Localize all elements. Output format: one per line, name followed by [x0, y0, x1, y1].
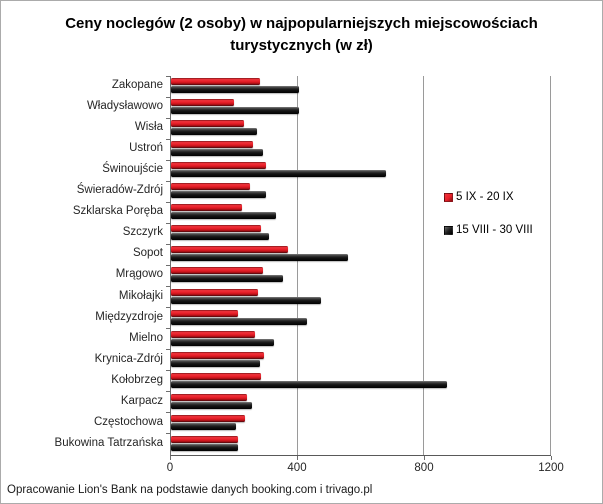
chart-row: Karpacz [121, 391, 551, 413]
bar-september [171, 288, 259, 296]
gridline-1200 [550, 76, 551, 455]
category-label: Częstochowa [93, 415, 163, 428]
chart-row: Kołobrzeg [111, 370, 551, 392]
category-label: Zakopane [111, 78, 163, 91]
category-label: Świeradów-Zdrój [76, 184, 163, 197]
x-axis-label: 0 [166, 462, 174, 474]
bar-september [171, 120, 244, 128]
category-label: Bukowina Tatrzańska [54, 436, 163, 449]
bar-september [171, 309, 238, 317]
bar-august [171, 86, 300, 93]
bar-august [171, 233, 270, 241]
category-label: Krynica-Zdrój [94, 352, 163, 365]
bar-september [171, 162, 266, 170]
plot-area: Zakopane Władysławowo Wisła Ustroń Świnoujśc… [55, 75, 551, 456]
chart-row: Sopot [133, 243, 551, 265]
x-axis-tick [551, 456, 552, 460]
bar-august [171, 443, 238, 451]
chart-row: Szklarska Poręba [73, 201, 551, 223]
category-label: Kołobrzeg [111, 373, 163, 386]
x-axis-tick [170, 456, 171, 460]
x-axis-label: 800 [414, 462, 434, 474]
bar-september [171, 225, 262, 233]
x-axis-label: 1200 [538, 462, 564, 474]
bar-september [171, 351, 265, 359]
chart-rows: Zakopane Władysławowo Wisła Ustroń Świnoujśc… [55, 75, 551, 455]
category-label: Świnoujście [102, 162, 163, 175]
chart-row: Mrągowo [116, 264, 551, 286]
bar-august [171, 107, 300, 115]
bar-august [171, 212, 276, 220]
bar-september [171, 183, 251, 191]
chart-row: Zakopane [112, 75, 551, 97]
bar-august [171, 422, 236, 430]
bar-september [171, 393, 247, 401]
source-note: Opracowanie Lion's Bank na podstawie dan… [7, 484, 373, 496]
x-axis-tick [297, 456, 298, 460]
bar-september [171, 141, 254, 149]
bar-august [171, 128, 257, 136]
category-label: Szklarska Poręba [72, 205, 163, 218]
bar-august [171, 359, 260, 367]
x-axis-tick [424, 456, 425, 460]
chart-row: Krynica-Zdrój [95, 349, 551, 371]
category-label: Szczyrk [122, 226, 163, 239]
chart-row: Bukowina Tatrzańska [55, 433, 551, 455]
chart-row: Ustroń [129, 138, 551, 160]
category-label: Ustroń [129, 141, 163, 154]
bar-august [171, 191, 266, 199]
chart-row: Szczyrk [123, 222, 551, 244]
bar-september [171, 330, 255, 338]
bar-september [171, 78, 260, 85]
chart-row: Świeradów-Zdrój [77, 180, 551, 202]
bar-september [171, 246, 289, 254]
bar-september [171, 414, 246, 422]
legend: 5 IX - 20 IX 15 VIII - 30 VIII [444, 191, 533, 257]
legend-swatch-red-icon [444, 192, 453, 202]
category-label: Karpacz [120, 394, 163, 407]
bar-september [171, 99, 235, 107]
bar-august [171, 317, 308, 325]
bar-august [171, 401, 252, 409]
legend-label: 5 IX - 20 IX [456, 191, 514, 203]
gridline-400 [296, 76, 298, 455]
chart-row: Częstochowa [94, 412, 551, 434]
bar-august [171, 149, 263, 157]
bar-august [171, 338, 274, 346]
category-label: Sopot [132, 247, 163, 260]
chart-row: Wisła [135, 117, 551, 139]
legend-item-september: 5 IX - 20 IX [444, 191, 533, 203]
category-label: Mielno [129, 331, 163, 344]
bar-september [171, 372, 262, 380]
bar-august [171, 170, 387, 178]
chart-row: Międzyzdroje [95, 307, 551, 329]
chart-row: Mielno [129, 328, 551, 350]
bar-september [171, 267, 263, 275]
chart-row: Władysławowo [87, 96, 551, 118]
bar-august [171, 296, 322, 304]
x-axis-label: 400 [287, 462, 307, 474]
category-label: Mikołajki [118, 289, 163, 302]
bar-august [171, 275, 284, 283]
bar-august [171, 380, 447, 388]
category-label: Władysławowo [86, 99, 163, 112]
category-label: Międzyzdroje [95, 310, 163, 323]
gridline-800 [423, 76, 425, 455]
bar-september [171, 204, 243, 212]
legend-item-august: 15 VIII - 30 VIII [444, 224, 533, 236]
chart-title: Ceny noclegów (2 osoby) w najpopularniej… [65, 15, 538, 54]
chart-row: Świnoujście [102, 159, 551, 181]
legend-label: 15 VIII - 30 VIII [456, 224, 533, 236]
category-label: Mrągowo [115, 268, 163, 281]
category-label: Wisła [134, 120, 163, 133]
bar-august [171, 254, 349, 262]
bar-september [171, 435, 238, 443]
legend-swatch-black-icon [444, 225, 453, 235]
chart-row: Mikołajki [119, 286, 551, 308]
